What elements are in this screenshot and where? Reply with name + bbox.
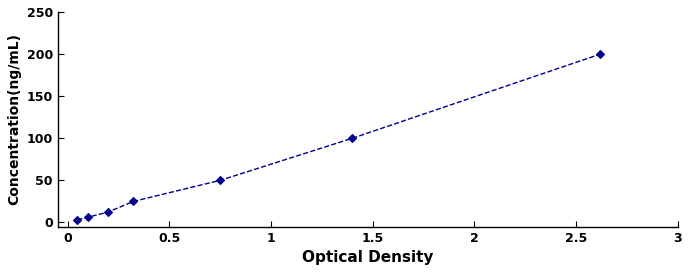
X-axis label: Optical Density: Optical Density xyxy=(302,250,433,265)
Y-axis label: Concentration(ng/mL): Concentration(ng/mL) xyxy=(7,33,21,205)
